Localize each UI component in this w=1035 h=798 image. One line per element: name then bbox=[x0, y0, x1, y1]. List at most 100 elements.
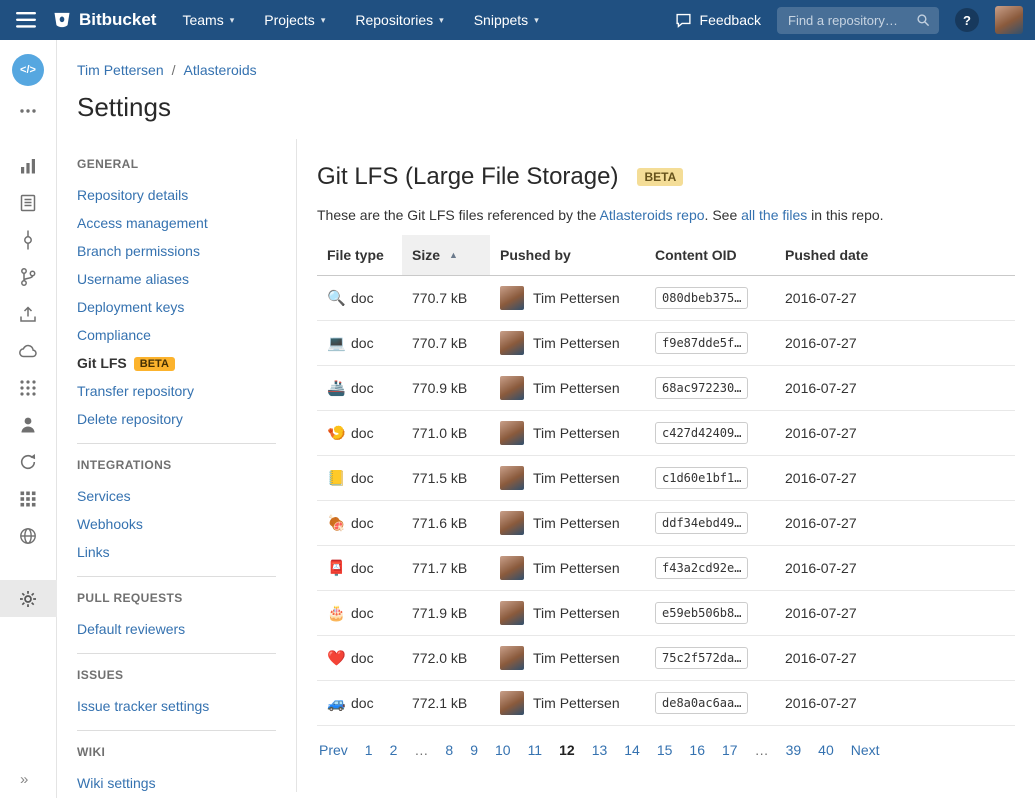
file-type-label: doc bbox=[351, 560, 374, 576]
sync-icon[interactable] bbox=[0, 443, 57, 480]
pusher-name: Tim Pettersen bbox=[533, 695, 620, 711]
pipelines-icon[interactable] bbox=[0, 332, 57, 369]
breadcrumb: Tim Pettersen / Atlasteroids bbox=[77, 62, 1015, 78]
file-type-icon: ❤️ bbox=[327, 650, 346, 667]
file-type-label: doc bbox=[351, 515, 374, 531]
content-oid: 080dbeb375… bbox=[655, 287, 749, 309]
pusher-name: Tim Pettersen bbox=[533, 335, 620, 351]
nav-menu-projects[interactable]: Projects ▾ bbox=[264, 12, 325, 28]
source-icon[interactable] bbox=[0, 184, 57, 221]
sidebar-item-git-lfs[interactable]: Git LFS BETA bbox=[77, 349, 276, 377]
sidebar-item-label: Webhooks bbox=[77, 516, 143, 532]
page-ellipsis: … bbox=[754, 742, 769, 758]
page-link-9[interactable]: 9 bbox=[470, 742, 478, 758]
sidebar-item-deployment-keys[interactable]: Deployment keys bbox=[77, 293, 276, 321]
chevron-down-icon: ▾ bbox=[229, 14, 235, 25]
nav-menu-teams[interactable]: Teams ▾ bbox=[182, 12, 234, 28]
page-link-13[interactable]: 13 bbox=[591, 742, 608, 758]
file-type-label: doc bbox=[351, 290, 374, 306]
git-lfs-title: Git LFS (Large File Storage) bbox=[317, 163, 619, 190]
page-ellipsis: … bbox=[414, 742, 429, 758]
nav-menu-repositories[interactable]: Repositories ▾ bbox=[355, 12, 443, 28]
page-link-15[interactable]: 15 bbox=[656, 742, 673, 758]
col-content-oid[interactable]: Content OID bbox=[645, 235, 775, 276]
sidebar-item-label: Transfer repository bbox=[77, 383, 194, 399]
col-file-type[interactable]: File type bbox=[317, 235, 402, 276]
nav-menu-snippets[interactable]: Snippets ▾ bbox=[474, 12, 539, 28]
atlasteroids-repo-link[interactable]: Atlasteroids repo bbox=[599, 207, 705, 223]
file-type-label: doc bbox=[351, 650, 374, 666]
table-row: 🚙 doc 772.1 kB Tim Pettersen de8a0ac6aa… … bbox=[317, 680, 1015, 726]
content-oid: 75c2f572da… bbox=[655, 647, 749, 669]
downloads-icon[interactable] bbox=[0, 369, 57, 406]
page-link-prev[interactable]: Prev bbox=[319, 742, 348, 758]
sidebar-item-compliance[interactable]: Compliance bbox=[77, 321, 276, 349]
code-avatar[interactable]: </> bbox=[12, 54, 44, 86]
page-link-next[interactable]: Next bbox=[850, 742, 880, 758]
breadcrumb-repo-link[interactable]: Atlasteroids bbox=[183, 62, 257, 78]
pusher-avatar bbox=[500, 331, 524, 355]
file-size: 771.6 kB bbox=[402, 500, 490, 546]
page-link-40[interactable]: 40 bbox=[818, 742, 834, 758]
feedback-button[interactable]: Feedback bbox=[675, 12, 761, 29]
chevron-down-icon: ▾ bbox=[320, 14, 326, 25]
table-row: 💻 doc 770.7 kB Tim Pettersen f9e87dde5f… … bbox=[317, 320, 1015, 366]
pusher-name: Tim Pettersen bbox=[533, 605, 620, 621]
search-input[interactable] bbox=[786, 11, 910, 29]
sidebar-item-branch-permissions[interactable]: Branch permissions bbox=[77, 237, 276, 265]
sidebar-item-links[interactable]: Links bbox=[77, 538, 276, 566]
sidebar-item-services[interactable]: Services bbox=[77, 482, 276, 510]
col-size[interactable]: Size ▲ bbox=[402, 235, 490, 276]
sidebar-item-label: Username aliases bbox=[77, 271, 190, 287]
page-link-11[interactable]: 11 bbox=[527, 742, 543, 758]
breadcrumb-user-link[interactable]: Tim Pettersen bbox=[77, 62, 164, 78]
help-button[interactable]: ? bbox=[955, 8, 979, 32]
sidebar-item-repository-details[interactable]: Repository details bbox=[77, 181, 276, 209]
sidebar-item-default-reviewers[interactable]: Default reviewers bbox=[77, 615, 276, 643]
settings-icon[interactable] bbox=[0, 580, 57, 617]
pushed-date: 2016-07-27 bbox=[775, 680, 1015, 726]
page-link-1[interactable]: 1 bbox=[364, 742, 373, 758]
page-link-39[interactable]: 39 bbox=[785, 742, 802, 758]
nav-section-pull-requests: PULL REQUESTS Default reviewers bbox=[77, 576, 276, 653]
col-pushed-date[interactable]: Pushed date bbox=[775, 235, 1015, 276]
commits-icon[interactable] bbox=[0, 221, 57, 258]
deployments-icon[interactable] bbox=[0, 295, 57, 332]
page-link-16[interactable]: 16 bbox=[689, 742, 705, 758]
title-beta-badge: BETA bbox=[637, 168, 684, 186]
bitbucket-logo[interactable]: Bitbucket bbox=[52, 10, 156, 30]
page-link-10[interactable]: 10 bbox=[494, 742, 511, 758]
page-link-8[interactable]: 8 bbox=[445, 742, 454, 758]
sidebar-item-issue-tracker-settings[interactable]: Issue tracker settings bbox=[77, 692, 276, 720]
content-oid: 68ac972230… bbox=[655, 377, 749, 399]
sidebar-item-transfer-repository[interactable]: Transfer repository bbox=[77, 377, 276, 405]
help-label: ? bbox=[963, 12, 971, 28]
stats-icon[interactable] bbox=[0, 147, 57, 184]
globe-icon[interactable] bbox=[0, 517, 57, 554]
sidebar-item-wiki-settings[interactable]: Wiki settings bbox=[77, 769, 276, 797]
page-link-17[interactable]: 17 bbox=[722, 742, 738, 758]
sidebar-item-access-management[interactable]: Access management bbox=[77, 209, 276, 237]
pusher-name: Tim Pettersen bbox=[533, 290, 620, 306]
branches-icon[interactable] bbox=[0, 258, 57, 295]
user-avatar[interactable] bbox=[995, 6, 1023, 34]
sidebar-item-username-aliases[interactable]: Username aliases bbox=[77, 265, 276, 293]
sidebar-item-webhooks[interactable]: Webhooks bbox=[77, 510, 276, 538]
col-pushed-by[interactable]: Pushed by bbox=[490, 235, 645, 276]
expand-rail-icon[interactable]: » bbox=[20, 771, 29, 788]
file-type-icon: 🍖 bbox=[327, 515, 346, 532]
pushed-date: 2016-07-27 bbox=[775, 320, 1015, 366]
apps-icon[interactable] bbox=[0, 480, 57, 517]
hamburger-menu-icon[interactable] bbox=[16, 12, 36, 28]
file-type-label: doc bbox=[351, 425, 374, 441]
table-row: 📮 doc 771.7 kB Tim Pettersen f43a2cd92e… … bbox=[317, 545, 1015, 591]
more-icon[interactable] bbox=[0, 92, 57, 129]
page-link-2[interactable]: 2 bbox=[389, 742, 398, 758]
search-icon[interactable] bbox=[916, 13, 930, 27]
sidebar-item-delete-repository[interactable]: Delete repository bbox=[77, 405, 276, 433]
all-files-link[interactable]: all the files bbox=[741, 207, 808, 223]
page-link-14[interactable]: 14 bbox=[624, 742, 640, 758]
members-icon[interactable] bbox=[0, 406, 57, 443]
file-size: 771.5 kB bbox=[402, 455, 490, 501]
nav-section-heading: GENERAL bbox=[77, 157, 139, 171]
